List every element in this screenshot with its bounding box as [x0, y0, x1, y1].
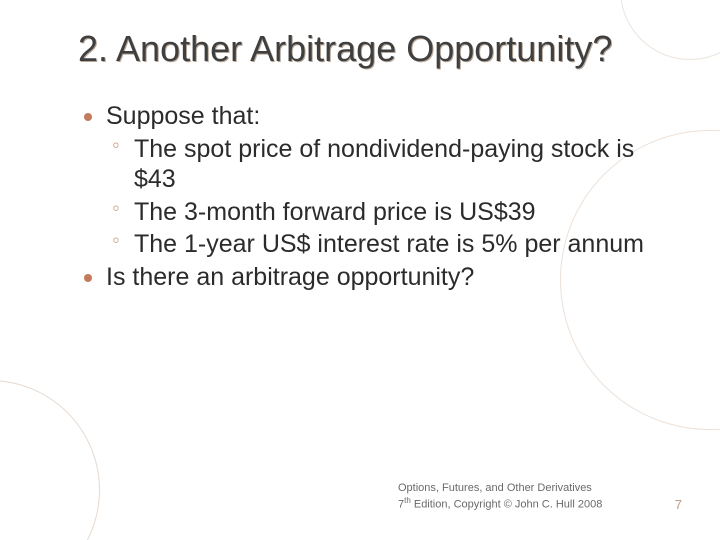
sub-bullet-item: The 3-month forward price is US$39 [106, 197, 660, 228]
bullet-item: Is there an arbitrage opportunity? [78, 262, 660, 293]
footer-line2-rest: Edition, Copyright © John C. Hull 2008 [411, 498, 603, 510]
footer-line1: Options, Futures, and Other Derivatives [398, 482, 592, 494]
decorative-ring [0, 380, 100, 540]
sub-bullet-list: The spot price of nondividend-paying sto… [106, 134, 660, 260]
bullet-item: Suppose that: The spot price of nondivid… [78, 101, 660, 260]
bullet-text: Is there an arbitrage opportunity? [106, 263, 474, 291]
sub-bullet-item: The 1-year US$ interest rate is 5% per a… [106, 229, 660, 260]
bullet-text: Suppose that: [106, 102, 260, 130]
footer-citation: Options, Futures, and Other Derivatives … [398, 482, 628, 512]
sub-bullet-item: The spot price of nondividend-paying sto… [106, 134, 660, 195]
slide: 2. Another Arbitrage Opportunity? Suppos… [0, 0, 720, 540]
page-number: 7 [675, 497, 682, 512]
bullet-list: Suppose that: The spot price of nondivid… [78, 101, 660, 292]
slide-title: 2. Another Arbitrage Opportunity? [78, 28, 660, 69]
footer-edition-ordinal: th [404, 496, 411, 505]
